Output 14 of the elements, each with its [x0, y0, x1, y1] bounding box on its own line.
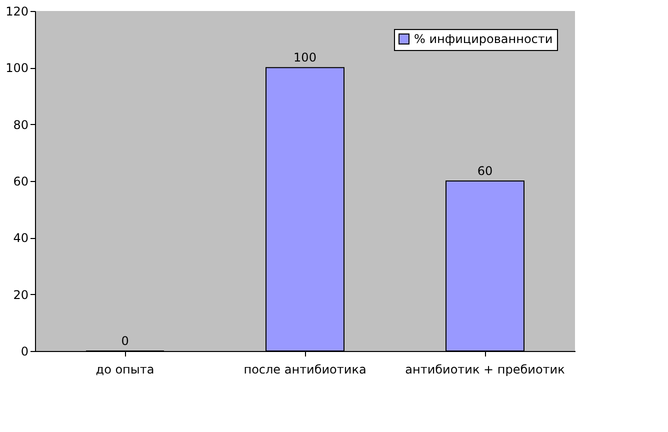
y-tick-label: 80	[13, 118, 28, 132]
y-tick-label: 60	[13, 174, 28, 188]
data-label: 100	[294, 50, 316, 65]
y-tick-label: 40	[13, 231, 28, 246]
y-tick-label: 0	[20, 344, 28, 358]
data-label: 0	[121, 334, 129, 348]
data-label: 60	[477, 164, 493, 178]
y-tick-label: 100	[6, 61, 28, 76]
x-tick-label: до опыта	[96, 362, 154, 376]
x-tick-label: антибиотик + пребиотик	[405, 362, 565, 376]
y-tick-label: 120	[6, 4, 28, 18]
legend-label: % инфицированности	[414, 32, 553, 46]
x-tick-label: после антибиотика	[244, 362, 366, 376]
y-tick-label: 20	[13, 288, 28, 302]
